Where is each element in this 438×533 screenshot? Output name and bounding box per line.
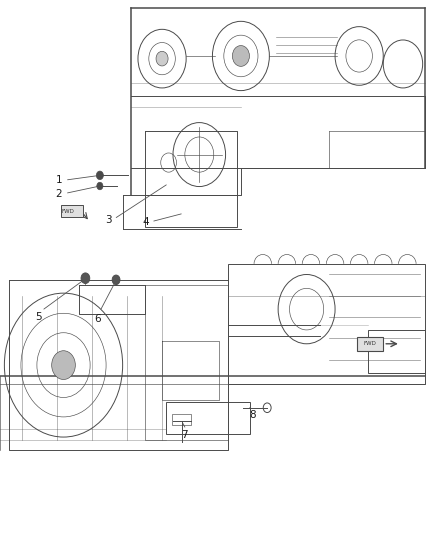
Text: 5: 5 (35, 312, 42, 322)
Text: 1: 1 (56, 175, 63, 185)
Text: 4: 4 (142, 217, 149, 227)
Circle shape (96, 171, 103, 180)
Text: FWD: FWD (364, 341, 377, 346)
Circle shape (112, 275, 120, 285)
Text: 7: 7 (180, 431, 187, 440)
Text: 8: 8 (249, 410, 256, 420)
Circle shape (97, 182, 103, 190)
Circle shape (156, 51, 168, 66)
Circle shape (52, 351, 75, 379)
Text: 2: 2 (55, 189, 62, 199)
Text: 3: 3 (105, 215, 112, 224)
Circle shape (81, 273, 90, 284)
FancyBboxPatch shape (357, 337, 383, 351)
Circle shape (232, 45, 250, 66)
Text: 6: 6 (94, 314, 101, 324)
FancyBboxPatch shape (61, 205, 83, 217)
Text: FWD: FWD (61, 208, 74, 214)
